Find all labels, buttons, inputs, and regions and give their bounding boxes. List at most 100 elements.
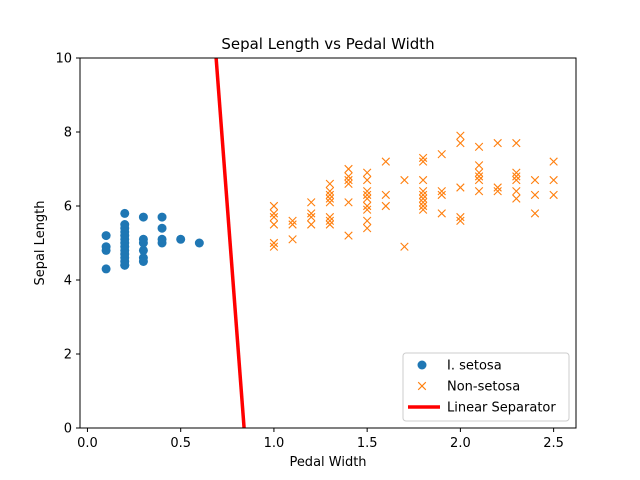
y-tick-label: 4: [64, 274, 72, 289]
non-setosa-point: [549, 157, 558, 166]
setosa-point: [157, 212, 167, 222]
y-tick-label: 0: [64, 422, 72, 437]
linear-separator-line: [214, 57, 246, 429]
non-setosa-point: [493, 138, 502, 148]
non-setosa-point: [362, 201, 372, 211]
plot-frame: [79, 57, 577, 429]
non-setosa-point: [437, 187, 446, 196]
non-setosa-point: [512, 187, 521, 196]
non-setosa-point: [493, 187, 502, 196]
non-setosa-point: [400, 242, 409, 251]
non-setosa-point: [512, 194, 521, 203]
non-setosa-point: [362, 168, 372, 177]
non-setosa-point: [307, 198, 316, 207]
x-axis: 0.0 0.5 1.0 1.5 2.0 2.5: [77, 428, 564, 451]
non-setosa-point: [474, 161, 484, 170]
y-tick-label: 10: [55, 52, 72, 67]
non-setosa-point: [381, 157, 390, 166]
non-setosa-point: [418, 190, 428, 200]
non-setosa-point: [344, 164, 353, 174]
plot-area: [79, 57, 577, 429]
non-setosa-point: [362, 175, 372, 185]
setosa-point: [120, 208, 130, 218]
y-axis-label: Sepal Length: [33, 200, 48, 285]
non-setosa-point: [362, 205, 372, 214]
non-setosa-point: [437, 150, 446, 159]
non-setosa-point: [269, 212, 279, 222]
non-setosa-point: [381, 201, 390, 211]
non-setosa-point: [307, 220, 316, 229]
non-setosa-point: [512, 175, 521, 185]
non-setosa-point: [325, 187, 335, 196]
setosa-point: [138, 238, 148, 248]
non-setosa-point: [493, 183, 502, 192]
x-tick-label: 2.5: [543, 436, 564, 451]
non-setosa-point: [381, 190, 390, 200]
legend-separator-label: Linear Separator: [447, 401, 556, 416]
non-setosa-point: [288, 216, 297, 225]
setosa-point: [194, 238, 204, 248]
non-setosa-point: [456, 138, 465, 148]
non-setosa-point: [418, 153, 428, 163]
non-setosa-point: [474, 175, 484, 185]
non-setosa-point: [456, 212, 465, 222]
legend-box: [402, 352, 570, 422]
non-setosa-point: [530, 190, 540, 200]
legend: I. setosa Non-setosa Linear Separator: [402, 352, 570, 422]
non-setosa-point: [325, 179, 335, 188]
non-setosa-point: [269, 242, 279, 251]
legend-setosa-label: I. setosa: [447, 359, 502, 374]
setosa-point: [101, 245, 111, 255]
x-tick-label: 0.0: [77, 436, 98, 451]
non-setosa-point: [325, 216, 335, 225]
non-setosa-point: [325, 212, 335, 222]
x-tick-label: 1.5: [357, 436, 378, 451]
non-setosa-point: [456, 183, 465, 192]
setosa-point: [138, 245, 148, 255]
setosa-point: [157, 223, 167, 233]
non-setosa-point: [325, 194, 335, 203]
setosa-point: [176, 234, 186, 244]
non-setosa-point: [307, 212, 316, 222]
non-setosa-point: [269, 201, 279, 211]
non-setosa-point: [474, 142, 484, 151]
non-setosa-point: [344, 231, 353, 240]
y-axis: 0 2 4 6 8 10: [55, 52, 80, 437]
non-setosa-point: [307, 209, 316, 218]
non-setosa-point: [512, 172, 521, 181]
non-setosa-point: [549, 190, 558, 200]
legend-setosa-marker: [417, 360, 427, 370]
x-tick-label: 1.0: [264, 436, 285, 451]
non-setosa-point: [456, 216, 465, 225]
non-setosa-point: [325, 190, 335, 200]
setosa-point: [101, 231, 111, 241]
setosa-point: [120, 260, 130, 270]
non-setosa-point: [325, 220, 335, 229]
y-tick-label: 2: [64, 348, 72, 363]
non-setosa-point: [474, 172, 484, 181]
setosa-point: [138, 257, 148, 266]
non-setosa-point: [344, 175, 353, 185]
legend-non-setosa-marker: [417, 381, 427, 391]
non-setosa-point: [418, 187, 428, 196]
non-setosa-point: [456, 131, 465, 140]
non-setosa-point: [288, 220, 297, 229]
non-setosa-point: [530, 209, 540, 218]
non-setosa-point: [418, 175, 428, 185]
non-setosa-point: [269, 220, 279, 229]
x-axis-label: Pedal Width: [289, 455, 366, 470]
non-setosa-point: [437, 209, 446, 218]
non-setosa-point: [344, 172, 353, 181]
data-marks: [101, 57, 558, 429]
non-setosa-point: [362, 190, 372, 200]
x-tick-label: 0.5: [170, 436, 191, 451]
non-setosa-point: [549, 175, 558, 185]
non-setosa-point: [362, 187, 372, 196]
y-tick-label: 8: [64, 126, 72, 141]
non-setosa-point: [288, 235, 297, 244]
non-setosa-point: [344, 179, 353, 188]
setosa-point: [157, 238, 167, 248]
non-setosa-point: [418, 157, 428, 166]
x-tick-label: 2.0: [450, 436, 471, 451]
